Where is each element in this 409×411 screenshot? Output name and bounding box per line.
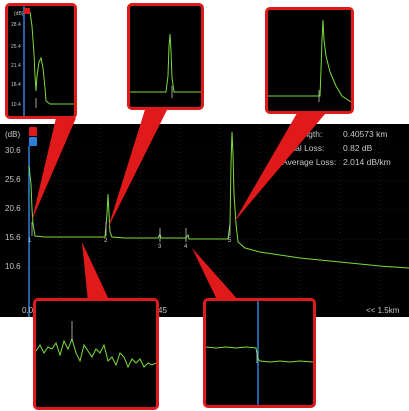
length-label: Length: xyxy=(294,129,323,139)
x-axis-mid: 45 xyxy=(158,306,167,315)
x-axis-start: 0.0 xyxy=(22,306,34,315)
zoom-panel-splice xyxy=(203,298,316,408)
zoom1-tick-3: 21.4 xyxy=(11,63,21,69)
trace-line xyxy=(28,131,409,269)
zoom1-tick-4: 18.4 xyxy=(11,82,21,88)
average-loss-label: Average Loss: xyxy=(282,157,337,167)
zoom-panel-noise xyxy=(33,298,159,410)
event-label-2: 2 xyxy=(104,238,108,244)
y-tick-4: 15.6 xyxy=(5,233,21,242)
event-label-4: 4 xyxy=(184,244,188,250)
event-ticks xyxy=(31,222,231,242)
event-label-5: 5 xyxy=(228,238,232,244)
zoom-out-button[interactable]: << 1.5km xyxy=(366,306,400,315)
zoom-panel-reflection xyxy=(265,7,354,114)
average-loss-value: 2.014 dB/km xyxy=(343,157,391,167)
total-loss-label: otal Loss: xyxy=(288,143,325,153)
zoom1-tick-5: 10.4 xyxy=(11,102,21,108)
zoom1-marker xyxy=(24,8,30,14)
y-axis-unit: (dB) xyxy=(5,130,21,139)
length-value: 0.40573 km xyxy=(343,129,388,139)
y-tick-1: 30.6 xyxy=(5,146,21,155)
zoom1-tick-1: 28.4 xyxy=(11,22,21,28)
y-tick-3: 20.6 xyxy=(5,204,21,213)
zoom-panel-event-2 xyxy=(127,3,204,110)
marker-a-tag[interactable] xyxy=(29,127,37,136)
trace-canvas xyxy=(26,124,409,317)
zoom1-tick-2: 25.4 xyxy=(11,44,21,50)
marker-b-tag[interactable] xyxy=(29,137,37,146)
total-loss-value: 0.82 dB xyxy=(343,143,373,153)
y-tick-2: 25.6 xyxy=(5,175,21,184)
event-label-3: 3 xyxy=(158,244,162,250)
event-label-1: 1 xyxy=(28,238,32,244)
zoom1-unit: (dB) xyxy=(14,11,24,17)
y-tick-5: 10.6 xyxy=(5,262,21,271)
zoom-panel-launch: (dB) 28.4 25.4 21.4 18.4 10.4 xyxy=(5,3,77,119)
otdr-trace-plot[interactable]: (dB) 30.6 25.6 20.6 15.6 10.6 1 2 3 4 5 … xyxy=(0,124,409,317)
